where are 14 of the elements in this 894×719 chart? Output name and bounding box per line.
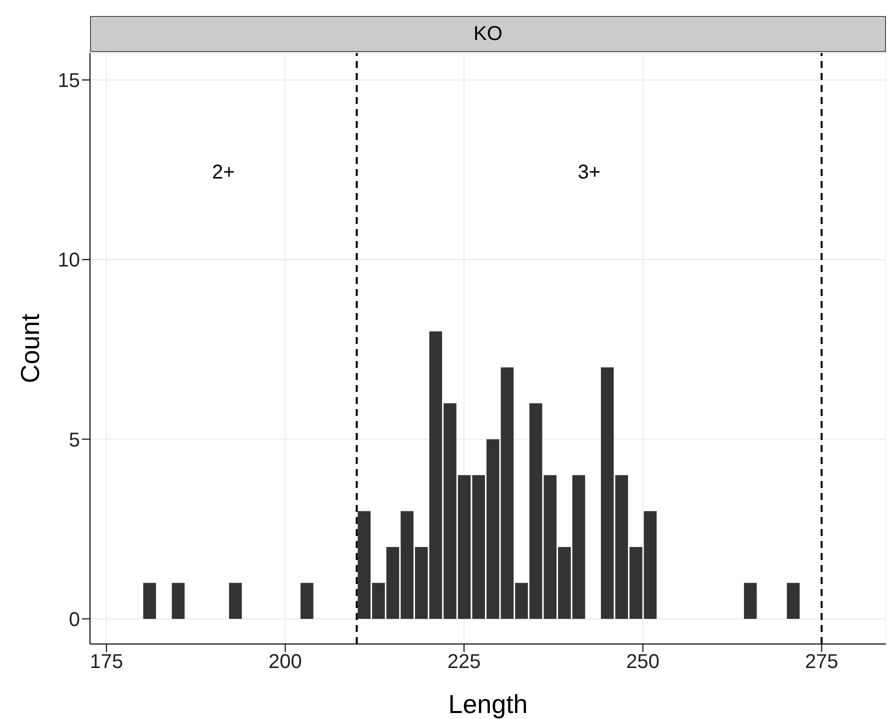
x-tick-label: 200 [268,651,302,674]
y-axis-title: Count [15,313,46,384]
x-tick-label: 250 [626,651,660,674]
x-tick-label: 175 [90,651,124,674]
y-tick-label: 5 [68,429,80,452]
y-tick-label: 10 [58,250,80,272]
x-tick-label: 275 [804,651,838,674]
y-tick-label: 0 [68,608,80,631]
x-tick-label: 225 [447,651,481,674]
chart-title: KO [90,16,886,52]
y-tick-label: 15 [58,70,80,92]
x-axis-title: Length [448,689,528,719]
annotation: 3+ [578,161,601,184]
annotation: 2+ [212,161,235,184]
